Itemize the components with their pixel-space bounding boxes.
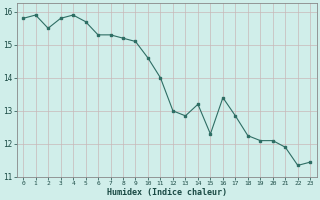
X-axis label: Humidex (Indice chaleur): Humidex (Indice chaleur) xyxy=(107,188,227,197)
